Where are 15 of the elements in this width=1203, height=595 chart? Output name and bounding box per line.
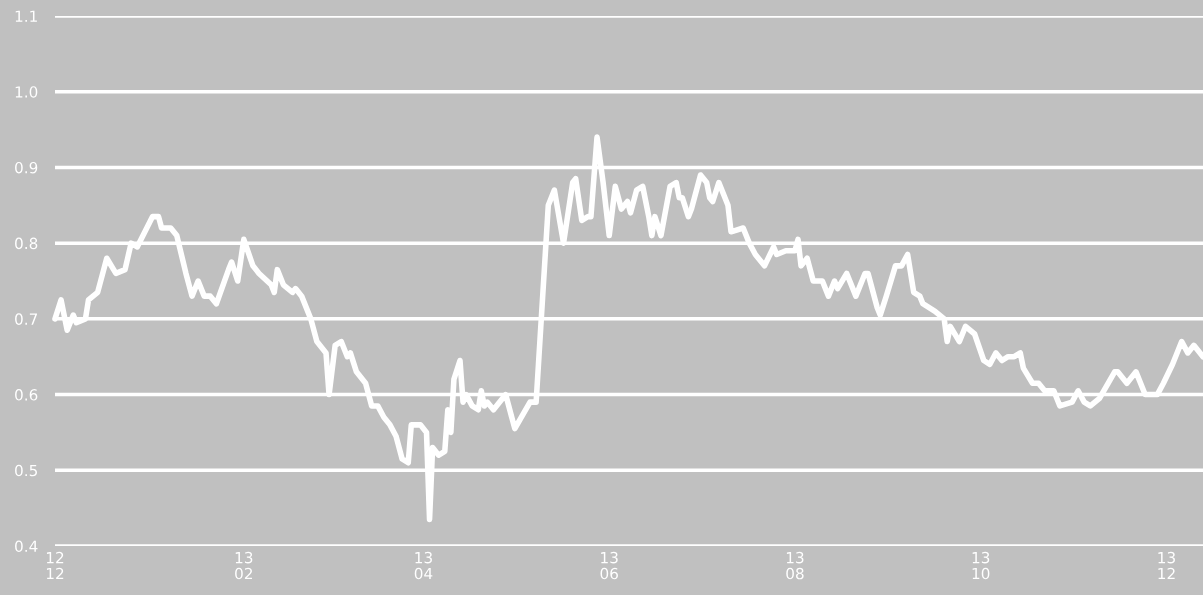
y-tick-label: 1.1 (15, 10, 37, 22)
y-tick-label: 0.5 (15, 464, 37, 477)
x-tick-label: 13 06 (600, 551, 618, 580)
y-tick-label: 0.7 (15, 313, 38, 325)
x-tick-label: 13 10 (972, 551, 990, 580)
y-tick-label: 0.4 (15, 540, 38, 553)
y-tick-label: 0.8 (15, 237, 38, 250)
x-tick-label: 13 12 (1158, 551, 1175, 580)
x-tick-label: 13 02 (235, 551, 253, 580)
y-tick-label: 1.0 (15, 86, 38, 98)
y-tick-label: 0.6 (15, 389, 38, 401)
x-tick-label: 13 08 (786, 551, 804, 580)
x-tick-label: 13 04 (414, 551, 433, 580)
y-tick-label: 0.9 (15, 161, 38, 174)
x-tick-label: 12 12 (46, 551, 64, 580)
